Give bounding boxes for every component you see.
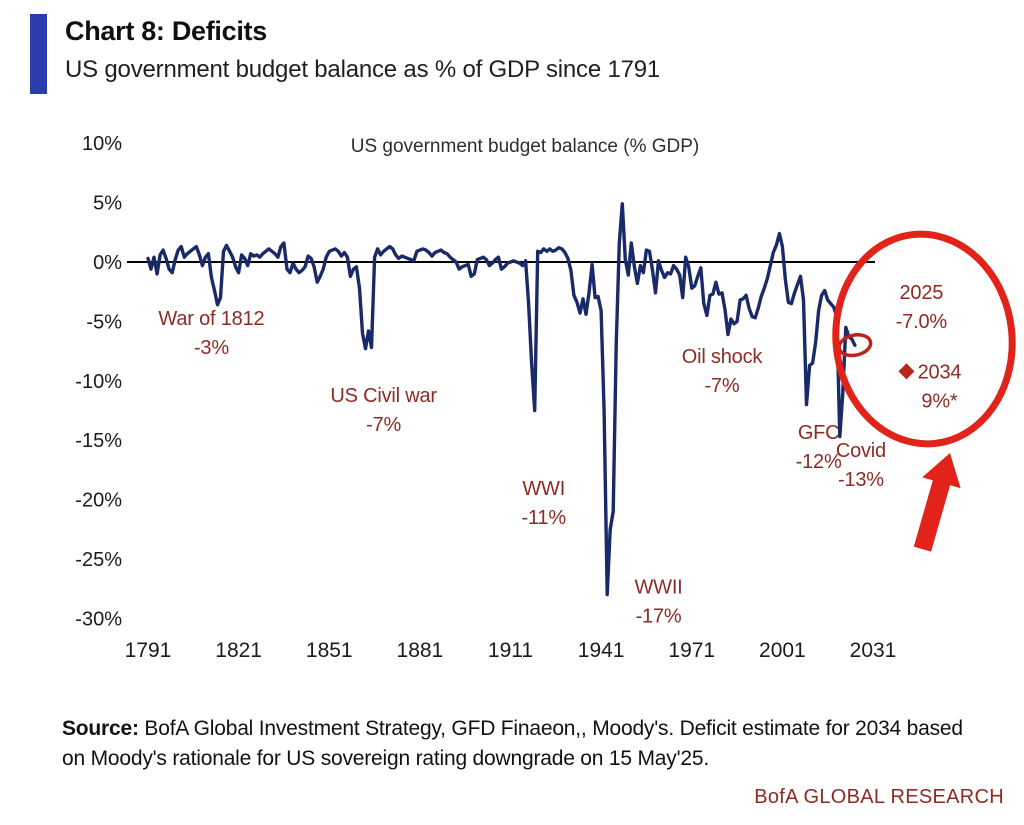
y-tick-label: 0% bbox=[93, 252, 122, 274]
annotation-label: 2025 bbox=[899, 282, 943, 304]
source-text: BofA Global Investment Strategy, GFD Fin… bbox=[62, 717, 963, 770]
y-tick-label: -5% bbox=[86, 311, 122, 333]
brand-text: BofA GLOBAL RESEARCH bbox=[754, 786, 1004, 808]
y-tick-label: -25% bbox=[75, 549, 122, 571]
y-tick-label: -30% bbox=[75, 608, 122, 630]
big-highlight-circle bbox=[832, 230, 1016, 448]
annotation-value: -7% bbox=[366, 414, 401, 436]
annotation-label: US Civil war bbox=[330, 385, 437, 407]
annotation-label: WWI bbox=[522, 478, 565, 500]
x-tick-label: 1821 bbox=[215, 639, 262, 662]
annotation-value: -11% bbox=[522, 507, 567, 529]
y-tick-label: 5% bbox=[93, 193, 122, 215]
x-tick-label: 1851 bbox=[306, 639, 353, 662]
budget-balance-chart: 10% 5% 0% -5% -10% -15% -20% -25% -30%1791 1821 18… bbox=[75, 133, 1016, 662]
x-tick-label: 2031 bbox=[850, 639, 897, 662]
y-tick-label: -15% bbox=[75, 430, 122, 452]
y-tick-label: 10% bbox=[82, 133, 122, 155]
estimate-diamond-icon bbox=[898, 363, 915, 380]
title-accent-bar bbox=[30, 14, 47, 94]
chart-area: 10% 5% 0% -5% -10% -15% -20% -25% -30% 1791 1821 18… bbox=[0, 108, 1024, 683]
annotation-label: Oil shock bbox=[682, 346, 764, 368]
x-tick-label: 1791 bbox=[125, 639, 172, 662]
annotation-label: War of 1812 bbox=[158, 308, 264, 330]
annotation-label: 2034 bbox=[918, 361, 962, 383]
budget-balance-line bbox=[146, 202, 857, 597]
source-label: Source: bbox=[62, 717, 139, 740]
highlight-arrow-icon bbox=[913, 453, 961, 552]
annotation-label: GFC bbox=[798, 422, 840, 444]
chart-subtitle: US government budget balance as % of GDP… bbox=[65, 56, 661, 83]
y-tick-label: -10% bbox=[75, 371, 122, 393]
x-tick-label: 2001 bbox=[759, 639, 806, 662]
y-tick-label: -20% bbox=[75, 490, 122, 512]
chart-title: Chart 8: Deficits bbox=[65, 16, 267, 46]
title-block: Chart 8: Deficits US government budget b… bbox=[65, 14, 660, 94]
annotation-value: -13% bbox=[838, 469, 884, 491]
annotation-label: WWII bbox=[634, 576, 682, 598]
x-tick-label: 1941 bbox=[578, 639, 625, 662]
annotation-value: -12% bbox=[796, 451, 842, 473]
annotation-value: -7% bbox=[704, 375, 739, 397]
annotation-label: Covid bbox=[836, 440, 886, 462]
x-tick-label: 1971 bbox=[668, 639, 715, 662]
annotation-value: -17% bbox=[636, 605, 682, 627]
x-tick-label: 1881 bbox=[397, 639, 444, 662]
source-note: Source: BofA Global Investment Strategy,… bbox=[62, 714, 977, 774]
annotation-value: -3% bbox=[194, 337, 229, 359]
chart-header: Chart 8: Deficits US government budget b… bbox=[30, 14, 660, 94]
annotation-value: 9%* bbox=[921, 390, 958, 412]
chart-inner-title: US government budget balance (% GDP) bbox=[351, 136, 700, 157]
annotation-value: -7.0% bbox=[896, 311, 948, 333]
x-tick-label: 1911 bbox=[488, 639, 533, 662]
